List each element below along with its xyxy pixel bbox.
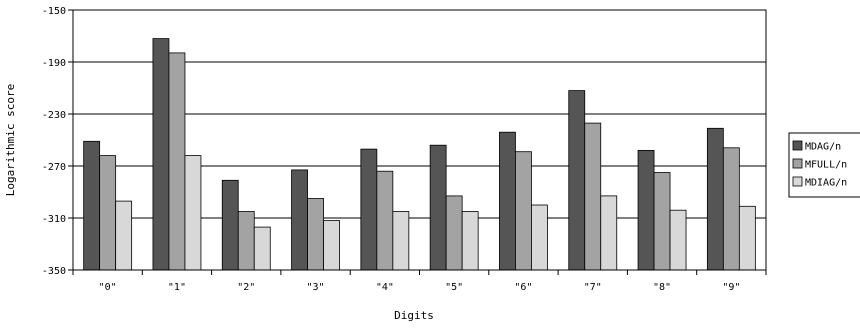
legend-label: MDAG/n [805,142,841,153]
x-tick-label: "9" [722,282,740,293]
legend-label: MFULL/n [805,160,847,171]
bar-mdiag-n-9 [738,205,756,271]
x-tick-label: "3" [307,282,325,293]
y-tick-label: -150 [42,6,66,17]
bar-mdiag-n-3 [323,220,340,271]
bar-mfull-n-2 [237,211,255,271]
x-tick-label: "1" [168,282,186,293]
bar-mfull-n-1 [168,52,186,271]
bar-mdag-n-7 [568,90,586,271]
bar-mdag-n-3 [291,169,308,271]
bar-mdiag-n-2 [253,226,271,271]
bar-mdag-n-1 [152,38,170,271]
x-tick-label: "4" [376,282,394,293]
bar-mdiag-n-7 [600,195,618,271]
x-axis-ticks: "0" "1" "2" "3" "4" "5" "6" "7" "8" "9" [72,270,767,293]
legend-label: MDIAG/n [805,178,847,189]
bars [83,38,756,271]
legend-swatch [792,158,803,169]
bar-mdag-n-4 [360,148,378,271]
bar-mdiag-n-1 [184,155,202,271]
y-axis-ticks: -150 -190 -230 -270 -310 -350 [42,6,73,277]
x-tick-label: "2" [237,282,255,293]
bar-mdiag-n-0 [115,200,133,271]
bar-mdiag-n-5 [461,211,479,271]
bar-mdiag-n-8 [669,209,687,271]
y-axis-label: Logarithmic score [4,84,17,197]
bar-mfull-n-7 [584,122,602,271]
x-tick-label: "6" [514,282,532,293]
bar-mdag-n-8 [637,149,655,271]
bar-mdag-n-2 [221,179,239,271]
bar-mfull-n-9 [722,147,740,271]
x-tick-label: "7" [584,282,602,293]
bar-mfull-n-5 [445,195,463,271]
x-tick-label: "0" [99,282,117,293]
bar-mdiag-n-4 [392,211,410,271]
bar-mfull-n-6 [515,151,532,271]
bar-mdag-n-5 [429,144,447,271]
bar-mdag-n-0 [83,140,101,271]
bar-mdag-n-9 [706,127,724,271]
y-tick-label: -230 [42,110,66,121]
bar-mfull-n-0 [99,155,117,271]
x-axis-label: Digits [394,309,434,322]
bar-mdag-n-6 [499,131,516,271]
y-tick-label: -270 [42,162,66,173]
y-tick-label: -310 [42,214,66,225]
legend-swatch [792,176,803,187]
y-tick-label: -190 [42,58,66,69]
bar-mfull-n-8 [653,172,671,271]
legend-swatch [792,140,803,151]
y-tick-label: -350 [42,266,66,277]
bar-mfull-n-3 [307,198,324,271]
legend: MDAG/n MFULL/n MDIAG/n [788,132,860,198]
x-tick-label: "8" [653,282,671,293]
x-tick-label: "5" [445,282,463,293]
bar-mdiag-n-6 [531,204,548,271]
bar-mfull-n-4 [376,170,394,271]
